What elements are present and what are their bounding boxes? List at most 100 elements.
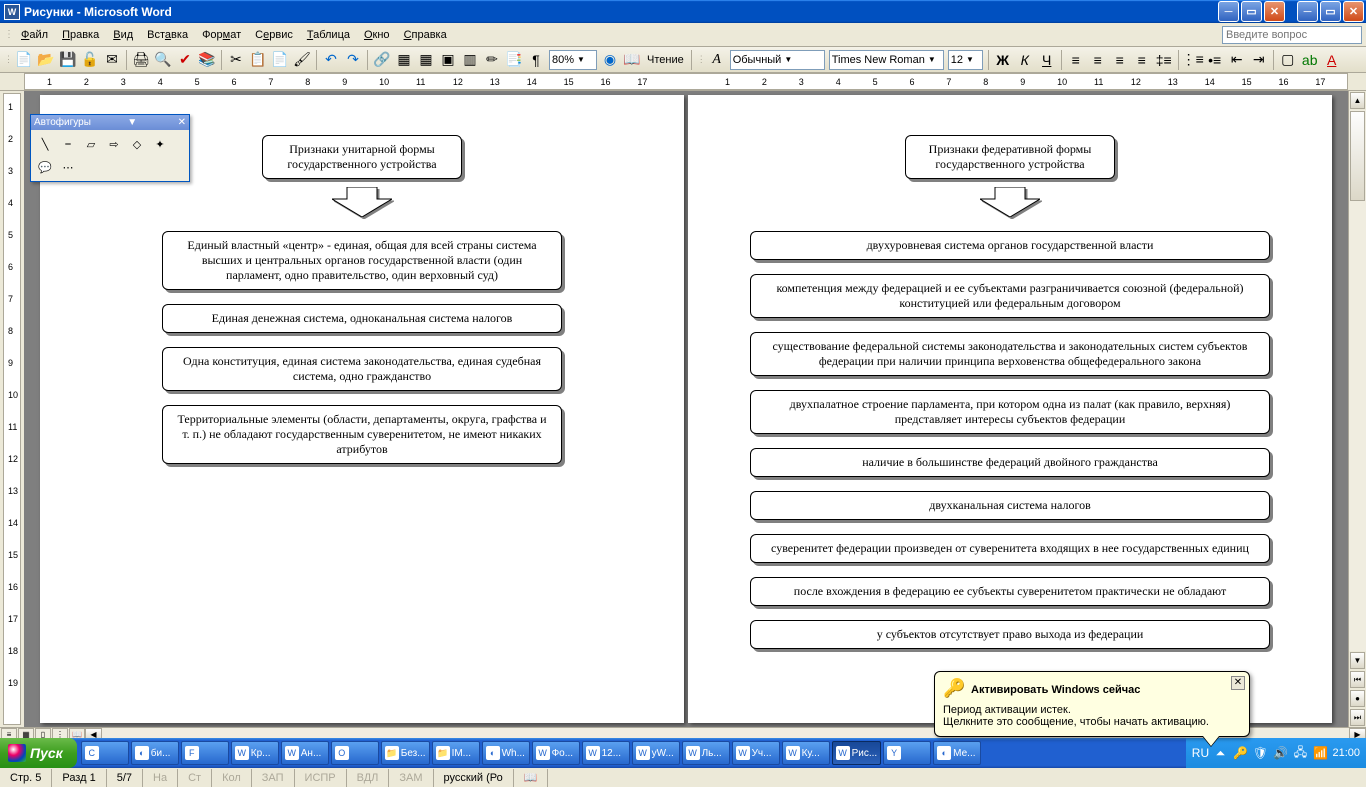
size-combo[interactable]: 12▼: [948, 50, 983, 70]
save-button[interactable]: 💾: [57, 49, 79, 71]
taskbar-item[interactable]: C: [81, 741, 129, 765]
doc-close-button[interactable]: ✕: [1343, 1, 1364, 22]
drawing-button[interactable]: ✏: [481, 49, 503, 71]
numbering-button[interactable]: ⋮≡: [1182, 49, 1204, 71]
taskbar-item[interactable]: ◐Wh...: [482, 741, 530, 765]
tray-signal-icon[interactable]: 📶: [1312, 745, 1328, 761]
status-trk[interactable]: ИСПР: [295, 769, 347, 787]
bullets-button[interactable]: •≡: [1204, 49, 1226, 71]
feature-callout[interactable]: суверенитет федерации произведен от суве…: [750, 534, 1270, 563]
menu-window[interactable]: Окно: [357, 27, 397, 43]
outdent-button[interactable]: ⇤: [1226, 49, 1248, 71]
doc-minimize-button[interactable]: ─: [1297, 1, 1318, 22]
basic-shapes-icon[interactable]: ▱: [80, 133, 102, 155]
start-button[interactable]: Пуск: [0, 738, 77, 768]
panel-dropdown-icon[interactable]: ▼: [127, 117, 137, 128]
paste-button[interactable]: 📄: [269, 49, 291, 71]
align-left-button[interactable]: ≡: [1065, 49, 1087, 71]
tray-volume-icon[interactable]: 🔊: [1272, 745, 1288, 761]
status-ext[interactable]: ВДЛ: [347, 769, 390, 787]
taskbar-item[interactable]: 📁IM...: [432, 741, 480, 765]
feature-callout[interactable]: компетенция между федерацией и ее субъек…: [750, 274, 1270, 318]
mail-button[interactable]: ✉: [101, 49, 123, 71]
menu-tools[interactable]: Сервис: [248, 27, 300, 43]
taskbar-item[interactable]: WРис...: [832, 741, 882, 765]
menu-file[interactable]: Файл: [14, 27, 55, 43]
taskbar-item[interactable]: WКу...: [782, 741, 830, 765]
feature-callout[interactable]: двухуровневая система органов государств…: [750, 231, 1270, 260]
taskbar-item[interactable]: ◐Ме...: [933, 741, 981, 765]
taskbar-item[interactable]: F: [181, 741, 229, 765]
down-arrow-shape[interactable]: [980, 187, 1040, 217]
scroll-down-button[interactable]: ▼: [1350, 652, 1365, 669]
lang-indicator[interactable]: RU: [1192, 745, 1208, 761]
menu-table[interactable]: Таблица: [300, 27, 357, 43]
grip-icon[interactable]: ⋮: [2, 54, 13, 65]
borders-button[interactable]: ▢: [1277, 49, 1299, 71]
line-spacing-button[interactable]: ‡≡: [1153, 49, 1175, 71]
horizontal-ruler[interactable]: 1122334455667788991010111112121313141415…: [24, 73, 1348, 90]
taskbar-item[interactable]: WФо...: [532, 741, 580, 765]
flowchart-icon[interactable]: ◇: [126, 133, 148, 155]
vertical-ruler[interactable]: 12345678910111213141516171819: [3, 93, 21, 725]
header-callout[interactable]: Признаки федеративной формы государствен…: [905, 135, 1115, 179]
menu-help[interactable]: Справка: [397, 27, 454, 43]
bold-button[interactable]: Ж: [992, 49, 1014, 71]
feature-callout[interactable]: наличие в большинстве федераций двойного…: [750, 448, 1270, 477]
feature-callout[interactable]: существование федеральной системы законо…: [750, 332, 1270, 376]
browse-object-button[interactable]: ●: [1350, 690, 1365, 707]
taskbar-item[interactable]: WУч...: [732, 741, 780, 765]
taskbar-item[interactable]: WАн...: [281, 741, 329, 765]
taskbar-item[interactable]: ◐би...: [131, 741, 179, 765]
feature-callout[interactable]: у субъектов отсутствует право выхода из …: [750, 620, 1270, 649]
grip-icon[interactable]: ⋮: [4, 29, 12, 40]
docmap-button[interactable]: 📑: [503, 49, 525, 71]
italic-button[interactable]: К: [1014, 49, 1036, 71]
activation-balloon[interactable]: ✕ 🔑Активировать Windows сейчас Период ак…: [934, 671, 1250, 737]
header-callout[interactable]: Признаки унитарной формы государственног…: [262, 135, 462, 179]
feature-callout[interactable]: после вхождения в федерацию ее субъекты …: [750, 577, 1270, 606]
doc-restore-button[interactable]: ▭: [1320, 1, 1341, 22]
permission-button[interactable]: 🔓: [79, 49, 101, 71]
minimize-button[interactable]: ─: [1218, 1, 1239, 22]
indent-button[interactable]: ⇥: [1248, 49, 1270, 71]
new-doc-button[interactable]: 📄: [13, 49, 35, 71]
taskbar-item[interactable]: 📁Без...: [381, 741, 430, 765]
vertical-scrollbar[interactable]: ▲ ▼ ⏮ ● ⏭: [1348, 91, 1366, 727]
open-button[interactable]: 📂: [35, 49, 57, 71]
copy-button[interactable]: 📋: [247, 49, 269, 71]
style-combo[interactable]: Обычный▼: [730, 50, 825, 70]
tray-keys-icon[interactable]: 🔑: [1232, 745, 1248, 761]
restore-button[interactable]: ▭: [1241, 1, 1262, 22]
tray-network-icon[interactable]: 🖧: [1292, 745, 1308, 761]
align-right-button[interactable]: ≡: [1109, 49, 1131, 71]
panel-close-icon[interactable]: ✕: [178, 117, 186, 128]
feature-callout[interactable]: Территориальные элементы (области, депар…: [162, 405, 562, 464]
next-page-button[interactable]: ⏭: [1350, 709, 1365, 726]
taskbar-item[interactable]: W12...: [582, 741, 630, 765]
stars-icon[interactable]: ✦: [149, 133, 171, 155]
insert-table-button[interactable]: ▦: [415, 49, 437, 71]
panel-header[interactable]: Автофигуры ▼ ✕: [31, 115, 189, 130]
scroll-thumb[interactable]: [1350, 111, 1365, 201]
feature-callout[interactable]: Единая денежная система, одноканальная с…: [162, 304, 562, 333]
help-search-input[interactable]: [1222, 26, 1362, 44]
font-color-button[interactable]: A: [1321, 49, 1343, 71]
styles-button[interactable]: A: [706, 49, 728, 71]
read-button[interactable]: 📖: [621, 49, 643, 71]
menu-view[interactable]: Вид: [106, 27, 140, 43]
read-label[interactable]: Чтение: [643, 54, 688, 66]
taskbar-item[interactable]: O: [331, 741, 379, 765]
close-button[interactable]: ✕: [1264, 1, 1285, 22]
status-rec[interactable]: ЗАП: [252, 769, 295, 787]
menu-edit[interactable]: Правка: [55, 27, 106, 43]
taskbar-item[interactable]: Y: [883, 741, 931, 765]
feature-callout[interactable]: Единый властный «центр» - единая, общая …: [162, 231, 562, 290]
columns-button[interactable]: ▥: [459, 49, 481, 71]
balloon-close-icon[interactable]: ✕: [1231, 676, 1245, 690]
underline-button[interactable]: Ч: [1036, 49, 1058, 71]
zoom-combo[interactable]: 80%▼: [549, 50, 597, 70]
redo-button[interactable]: ↷: [342, 49, 364, 71]
connectors-icon[interactable]: ⎯: [57, 133, 79, 155]
taskbar-item[interactable]: WyW...: [632, 741, 680, 765]
